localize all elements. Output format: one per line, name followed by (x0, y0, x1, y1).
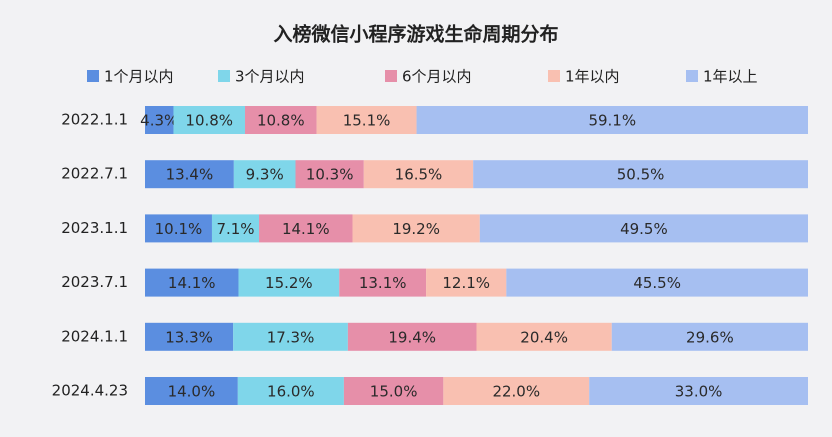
bar-segment (363, 160, 474, 189)
bar-segment (145, 214, 212, 243)
value-label: 49.5% (620, 220, 668, 238)
value-label: 50.5% (617, 166, 665, 184)
bar-segment (295, 160, 364, 189)
legend-swatch (548, 70, 560, 82)
bar-segment (173, 106, 246, 134)
bar-segment (339, 268, 427, 297)
bar-segment (233, 160, 296, 189)
y-tick-label: 2022.1.1 (61, 111, 128, 129)
bar-segment (259, 214, 353, 243)
value-label: 19.4% (388, 328, 436, 346)
bar-segment (476, 322, 612, 351)
bar-segment (238, 268, 340, 297)
value-label: 13.1% (359, 274, 407, 292)
bar-segment (211, 214, 260, 243)
bar-segment (145, 268, 239, 297)
bar-segment (245, 106, 317, 134)
value-label: 15.0% (370, 383, 418, 401)
bar-segment (352, 214, 480, 243)
value-label: 17.3% (267, 328, 315, 346)
value-label: 19.2% (392, 220, 440, 238)
legend-label: 6个月以内 (402, 68, 472, 86)
bar-segment (589, 377, 808, 405)
value-label: 7.1% (216, 220, 254, 238)
value-label: 16.5% (395, 166, 443, 184)
bar-segment (347, 322, 477, 351)
value-label: 59.1% (588, 112, 636, 130)
legend-label: 3个月以内 (235, 68, 305, 86)
legend-swatch (218, 70, 230, 82)
bar-segment (343, 377, 444, 405)
value-label: 22.0% (492, 383, 540, 401)
y-tick-label: 2022.7.1 (61, 165, 128, 183)
bar-segment (426, 268, 507, 297)
bar-segment (145, 160, 234, 189)
bar-segment (316, 106, 417, 134)
value-label: 20.4% (520, 328, 568, 346)
value-label: 15.2% (265, 274, 313, 292)
bar-segment (479, 214, 808, 243)
value-label: 29.6% (686, 328, 734, 346)
bar-segment (145, 377, 238, 405)
value-label: 16.0% (267, 383, 315, 401)
value-label: 14.1% (282, 220, 330, 238)
y-tick-label: 2023.1.1 (61, 219, 128, 237)
value-label: 13.4% (166, 166, 214, 184)
legend-swatch (87, 70, 99, 82)
value-label: 13.3% (165, 328, 213, 346)
value-label: 14.0% (168, 383, 216, 401)
bar-segment (145, 322, 234, 351)
y-tick-label: 2023.7.1 (61, 273, 128, 291)
bar-segment (416, 106, 808, 134)
value-label: 14.1% (168, 274, 216, 292)
value-label: 10.8% (185, 112, 233, 130)
value-label: 10.3% (306, 166, 354, 184)
legend-label: 1年以内 (565, 68, 620, 86)
value-label: 15.1% (343, 112, 391, 130)
y-tick-label: 2024.1.1 (61, 327, 128, 345)
legend-label: 1个月以内 (104, 68, 174, 86)
value-label: 9.3% (246, 166, 284, 184)
value-label: 45.5% (633, 274, 681, 292)
value-label: 12.1% (442, 274, 490, 292)
value-label: 10.8% (257, 112, 305, 130)
bar-segment (237, 377, 344, 405)
chart-title: 入榜微信小程序游戏生命周期分布 (273, 23, 558, 46)
bar-segment (611, 322, 808, 351)
bar-segment (443, 377, 590, 405)
legend-label: 1年以上 (703, 68, 758, 86)
value-label: 33.0% (675, 383, 723, 401)
bar-segment (145, 106, 174, 134)
bar-segment (473, 160, 808, 189)
y-tick-label: 2024.4.23 (52, 382, 128, 400)
legend-swatch (385, 70, 397, 82)
bar-segment (233, 322, 348, 351)
value-label: 10.1% (155, 220, 203, 238)
legend-swatch (686, 70, 698, 82)
value-label: 4.3% (140, 112, 178, 130)
bar-segment (506, 268, 808, 297)
